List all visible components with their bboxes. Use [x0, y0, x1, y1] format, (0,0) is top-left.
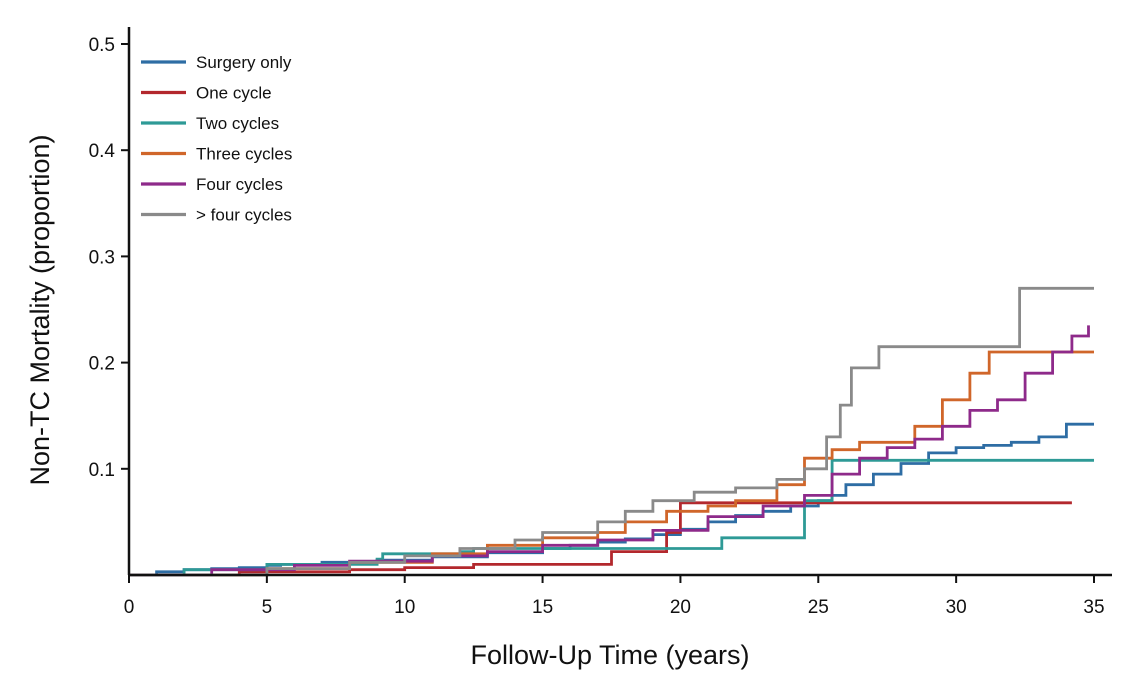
y-tick-label: 0.1 [89, 460, 115, 481]
x-tick-label: 20 [670, 597, 691, 618]
y-tick-label: 0.3 [89, 247, 115, 268]
x-tick-label: 0 [124, 597, 135, 618]
axes-layer: 0 5 10 15 20 25 30 35 0.1 0.2 0.3 0.4 0.5 [89, 27, 1112, 618]
x-axis-title: Follow-Up Time (years) [470, 640, 749, 670]
legend-label: Surgery only [196, 53, 292, 72]
series-layer [129, 286, 1094, 577]
series-line-2 [129, 501, 1072, 577]
series-line-6 [129, 286, 1094, 577]
y-axis-title: Non-TC Mortality (proportion) [25, 134, 55, 485]
series-line-4 [129, 350, 1094, 577]
legend-label: One cycle [196, 84, 272, 103]
x-tick-label: 35 [1083, 597, 1104, 618]
legend-label: Four cycles [196, 175, 283, 194]
legend-label: > four cycles [196, 206, 292, 225]
x-tick-label: 5 [262, 597, 273, 618]
y-tick-label: 0.5 [89, 35, 115, 56]
x-tick-label: 30 [946, 597, 967, 618]
x-tick-label: 10 [394, 597, 415, 618]
y-tick-label: 0.4 [89, 141, 116, 162]
legend-label: Three cycles [196, 145, 292, 164]
legend-label: Two cycles [196, 114, 279, 133]
legend: Surgery only One cycle Two cycles Three cyc… [141, 53, 292, 225]
y-tick-label: 0.2 [89, 354, 115, 375]
series-line-5 [129, 325, 1090, 577]
x-tick-label: 15 [532, 597, 553, 618]
x-tick-label: 25 [808, 597, 829, 618]
